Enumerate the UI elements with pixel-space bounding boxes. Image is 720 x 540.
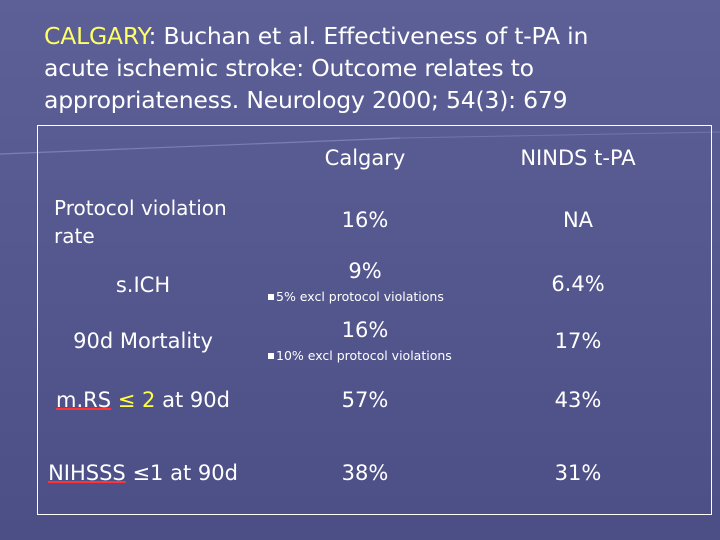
cell-protocol-ninds: NA (562, 208, 594, 232)
nihsss-abbr: NIHSSS (48, 461, 126, 485)
cell-mrs-calgary: 57% (341, 388, 389, 412)
title-rest-line-1: : Buchan et al. Effectiveness of t-PA in (148, 22, 589, 50)
cell-nihsss-calgary: 38% (341, 461, 389, 485)
bullet-icon (268, 352, 274, 359)
mrs-symbol: ≤ 2 (117, 388, 156, 412)
title-line-2: acute ischemic stroke: Outcome relates t… (44, 54, 534, 82)
row-label-nihsss: NIHSSS ≤1 at 90d (38, 461, 248, 485)
mrs-rest: at 90d (162, 388, 230, 412)
title-line-1: CALGARY: Buchan et al. Effectiveness of … (44, 20, 704, 52)
header-ninds: NINDS t-PA (520, 146, 636, 170)
title-city: CALGARY (44, 22, 149, 50)
title-line-3: appropriateness. Neurology 2000; 54(3): … (44, 86, 568, 114)
note-sich: 5% excl protocol violations (268, 289, 444, 304)
mrs-abbr: m.RS (56, 388, 112, 412)
nihsss-rest: ≤1 at 90d (132, 461, 238, 485)
note-sich-text: 5% excl protocol violations (276, 289, 444, 304)
row-label-line-1: Protocol violation (54, 196, 227, 220)
note-mortality-text: 10% excl protocol violations (276, 348, 452, 363)
cell-mrs-ninds: 43% (554, 388, 602, 412)
cell-sich-calgary: 9% (348, 259, 382, 283)
note-mortality: 10% excl protocol violations (268, 348, 452, 363)
row-label-line-2: rate (54, 224, 95, 248)
cell-mortality-calgary: 16% (341, 318, 389, 342)
cell-mortality-ninds: 17% (554, 329, 602, 353)
cell-nihsss-ninds: 31% (554, 461, 602, 485)
cell-protocol-calgary: 16% (341, 208, 389, 232)
row-label-protocol-violation: Protocol violation rate (38, 194, 264, 250)
row-label-sich: s.ICH (115, 273, 171, 297)
row-label-mrs: m.RS ≤ 2 at 90d (38, 388, 248, 412)
row-label-mortality: 90d Mortality (73, 329, 213, 353)
slide-title: CALGARY: Buchan et al. Effectiveness of … (44, 20, 704, 116)
decorative-rule (0, 131, 720, 155)
comparison-table: Calgary NINDS t-PA Protocol violation ra… (37, 125, 712, 515)
cell-sich-ninds: 6.4% (551, 272, 605, 296)
bullet-icon (268, 293, 274, 300)
header-calgary: Calgary (324, 146, 406, 170)
